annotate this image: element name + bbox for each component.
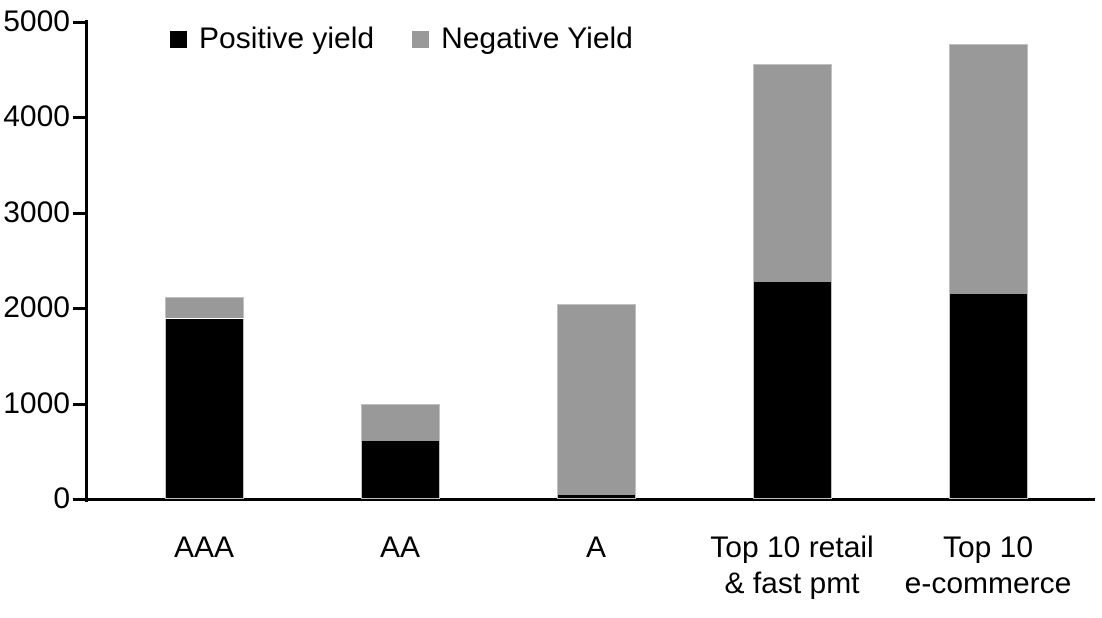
bar-segment-negative: [360, 403, 440, 441]
legend-swatch-negative-yield: [412, 30, 430, 48]
legend-item-negative-yield: Negative Yield: [412, 22, 633, 56]
bar-segment-positive: [752, 282, 832, 499]
category-label: A: [585, 531, 606, 564]
bar-segment-positive: [360, 440, 440, 499]
bar-segment-negative: [556, 304, 636, 496]
bar-segment-positive: [556, 495, 636, 499]
y-tick-label: 4000: [3, 100, 70, 133]
bar-segment-negative: [164, 297, 244, 319]
y-tick: [73, 211, 85, 215]
chart-legend: Positive yield Negative Yield: [170, 22, 633, 56]
bar-segment-positive: [164, 318, 244, 499]
legend-swatch-positive-yield: [170, 30, 187, 48]
category-label: AA: [379, 531, 421, 564]
legend-label-negative-yield: Negative Yield: [441, 22, 633, 55]
y-tick-label: 1000: [3, 386, 70, 420]
legend-label-positive-yield: Positive yield: [199, 22, 375, 55]
category-label: AAA: [173, 531, 235, 564]
legend-item-positive-yield: Positive yield: [170, 22, 374, 56]
y-tick: [73, 116, 85, 119]
y-tick: [73, 402, 85, 406]
category-label: Top 10 e-commerce: [904, 531, 1072, 600]
bar-segment-negative: [948, 44, 1028, 294]
y-tick-label: 3000: [3, 195, 70, 229]
y-tick: [73, 20, 85, 24]
y-axis-line: [85, 20, 88, 502]
bar-segment-positive: [948, 293, 1028, 499]
y-tick-label: 0: [53, 482, 70, 515]
y-tick-label: 5000: [3, 4, 70, 38]
category-label: Top 10 retail & fast pmt: [710, 531, 874, 600]
y-tick: [73, 307, 85, 310]
y-tick-label: 2000: [3, 291, 70, 324]
bar-segment-negative: [752, 63, 832, 283]
x-axis-line: [73, 498, 1095, 501]
